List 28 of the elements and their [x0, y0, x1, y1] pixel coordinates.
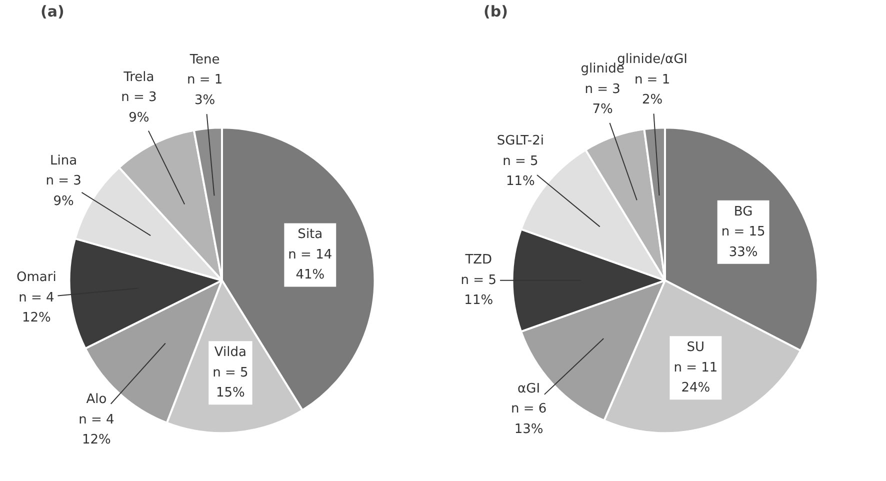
slice-label: Tene [188, 52, 220, 68]
slice-label: Sita [298, 227, 323, 242]
data-label: n = 3 7% [584, 82, 620, 118]
data-label: n = 5 11% [460, 272, 496, 308]
data-label: n = 5 11% [502, 154, 538, 190]
slice-label: Lina [50, 153, 78, 168]
chart-title: (a) [40, 2, 64, 20]
slice-label: TZD [464, 252, 492, 268]
data-label: n = 4 12% [18, 290, 54, 326]
data-label: n = 1 2% [634, 72, 670, 108]
data-label: n = 1 3% [186, 72, 223, 108]
slice-label: Trela [122, 70, 154, 85]
slice-label: SGLT-2i [496, 134, 544, 149]
data-label: n = 6 13% [510, 402, 547, 437]
data-label: n = 5 15% [212, 365, 248, 401]
data-label: n = 11 24% [674, 360, 718, 396]
slice-label: Alo [86, 392, 107, 408]
chart-title: (b) [484, 2, 508, 20]
data-label: n = 15 33% [721, 224, 766, 260]
slice-label: αGI [518, 381, 540, 396]
slice-label: Vilda [214, 345, 246, 360]
slice-label: BG [734, 204, 753, 220]
data-label: n = 3 9% [121, 90, 157, 126]
data-label: n = 14 41% [288, 247, 332, 283]
slice-label: SU [686, 340, 705, 356]
slice-label: Omari [16, 270, 56, 286]
data-label: n = 3 9% [46, 174, 82, 209]
data-label: n = 4 12% [78, 412, 114, 448]
